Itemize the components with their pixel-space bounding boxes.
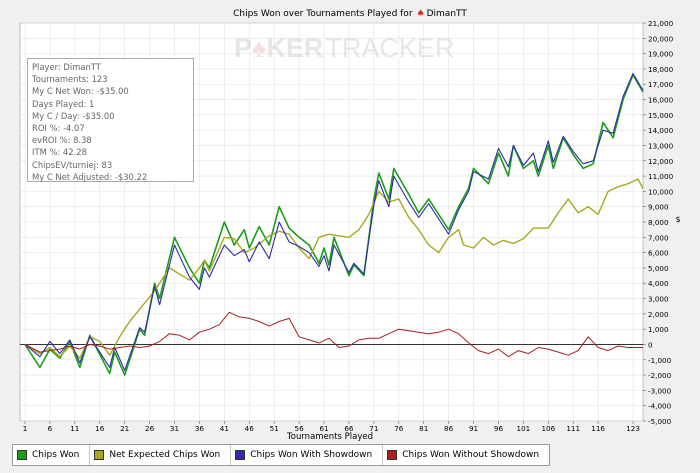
stat-line: ITM %: 42.28 — [32, 147, 87, 158]
chart-title: Chips Won over Tournaments Played for ♠ Di… — [233, 9, 467, 19]
y-tick-label: -4,000 — [648, 402, 672, 411]
x-tick-label: 16 — [95, 424, 105, 433]
y-tick-label: 10,000 — [648, 187, 674, 196]
svg-text:P♠KERTRACKER: P♠KERTRACKER — [234, 33, 454, 63]
series-line — [24, 74, 644, 376]
x-tick-label: 51 — [270, 424, 279, 433]
y-tick-label: 16,000 — [648, 96, 674, 105]
watermark-text-p: P — [234, 33, 252, 63]
x-tick-label: 91 — [469, 424, 478, 433]
x-tick-label: 71 — [369, 424, 378, 433]
x-tick-label: 1 — [23, 424, 28, 433]
legend: Chips Won Net Expected Chips Won Chips Won… — [12, 444, 551, 466]
y-axis-ticks: -5,000 -4,000 -3,000 -2,000 -1,000 0 1,000 2,00… — [643, 19, 674, 426]
chart-title-prefix: Chips Won over Tournaments Played for — [233, 9, 413, 19]
y-tick-label: 14,000 — [648, 126, 674, 135]
y-tick-label: 5,000 — [648, 264, 669, 273]
y-axis-label: $ — [675, 215, 680, 224]
y-tick-label: -1,000 — [648, 356, 672, 365]
x-tick-label: 46 — [245, 424, 255, 433]
y-tick-label: 1,000 — [648, 325, 669, 334]
y-tick-label: 0 — [648, 340, 653, 349]
watermark-text-ker: KER — [266, 33, 323, 63]
stat-line: evROI %: 8.38 — [32, 135, 92, 146]
spade-icon: ♠ — [252, 33, 266, 63]
legend-item[interactable]: Chips Won Without Showdown — [383, 445, 549, 465]
x-tick-label: 21 — [120, 424, 129, 433]
legend-swatch — [387, 450, 398, 460]
x-tick-label: 61 — [319, 424, 328, 433]
y-tick-label: 17,000 — [648, 80, 674, 89]
y-tick-label: 12,000 — [648, 157, 674, 166]
y-tick-label: 11,000 — [648, 172, 674, 181]
y-tick-label: 9,000 — [648, 203, 669, 212]
y-tick-label: 21,000 — [648, 19, 674, 28]
stat-line: Tournaments: 123 — [32, 74, 108, 85]
y-tick-label: 13,000 — [648, 141, 674, 150]
legend-label: Net Expected Chips Won — [109, 450, 221, 460]
stat-line: My C Net Won: -$35.00 — [32, 86, 129, 97]
legend-item[interactable]: Net Expected Chips Won — [90, 445, 232, 465]
x-tick-label: 26 — [145, 424, 155, 433]
x-tick-label: 41 — [220, 424, 229, 433]
series-line — [24, 72, 644, 372]
legend-label: Chips Won With Showdown — [250, 450, 373, 460]
x-tick-label: 31 — [170, 424, 179, 433]
x-axis-ticks: 1 6 11 16 21 26 31 36 41 46 51 56 61 66 71 76 81 86 91 96 10… — [23, 421, 640, 433]
y-tick-label: 2,000 — [648, 310, 669, 319]
player-stats-box: Player: DimanTT Tournaments: 123 My C Net … — [27, 58, 194, 182]
y-tick-label: -5,000 — [648, 417, 672, 426]
x-tick-label: 81 — [419, 424, 428, 433]
x-tick-label: 86 — [444, 424, 454, 433]
y-tick-label: 3,000 — [648, 295, 669, 304]
y-tick-label: 20,000 — [648, 34, 674, 43]
x-tick-label: 111 — [566, 424, 580, 433]
y-tick-label: -3,000 — [648, 386, 672, 395]
chart-title-player: DimanTT — [427, 9, 468, 19]
x-tick-label: 123 — [626, 424, 640, 433]
legend-label: Chips Won — [32, 450, 80, 460]
x-tick-label: 106 — [541, 424, 555, 433]
series-line — [24, 311, 643, 358]
legend-swatch — [94, 450, 105, 460]
series-line — [24, 178, 644, 359]
x-tick-label: 76 — [394, 424, 404, 433]
stat-line: ChipsEV/turniej: 83 — [32, 159, 113, 170]
legend-item[interactable]: Chips Won — [13, 445, 91, 465]
legend-item[interactable]: Chips Won With Showdown — [231, 445, 384, 465]
pokertracker-watermark: P♠KERTRACKER — [234, 33, 454, 63]
x-tick-label: 6 — [48, 424, 53, 433]
x-tick-label: 56 — [295, 424, 305, 433]
y-tick-label: 4,000 — [648, 279, 669, 288]
series-lines — [24, 72, 644, 376]
x-tick-label: 66 — [344, 424, 354, 433]
x-axis-label: Tournaments Played — [286, 432, 373, 442]
stat-line: My C Net Adjusted: -$30.22 — [32, 171, 148, 182]
stat-line: Days Played: 1 — [32, 98, 95, 109]
legend-label: Chips Won Without Showdown — [402, 450, 540, 460]
y-tick-label: 18,000 — [648, 65, 674, 74]
x-tick-label: 36 — [195, 424, 205, 433]
y-tick-label: 8,000 — [648, 218, 669, 227]
x-tick-label: 11 — [70, 424, 79, 433]
x-tick-label: 96 — [494, 424, 504, 433]
legend-swatch — [235, 450, 246, 460]
y-tick-label: -2,000 — [648, 371, 672, 380]
x-tick-label: 101 — [517, 424, 531, 433]
y-tick-label: 7,000 — [648, 233, 669, 242]
y-tick-label: 19,000 — [648, 50, 674, 59]
stat-line: My C / Day: -$35.00 — [32, 110, 115, 121]
stat-line: ROI %: -4.07 — [32, 123, 85, 134]
y-tick-label: 15,000 — [648, 111, 674, 120]
legend-swatch — [17, 450, 27, 460]
x-tick-label: 116 — [591, 424, 605, 433]
watermark-text-tracker: TRACKER — [325, 33, 454, 63]
stat-line: Player: DimanTT — [32, 62, 101, 72]
player-icon: ♠ — [417, 9, 425, 19]
y-tick-label: 6,000 — [648, 249, 669, 258]
